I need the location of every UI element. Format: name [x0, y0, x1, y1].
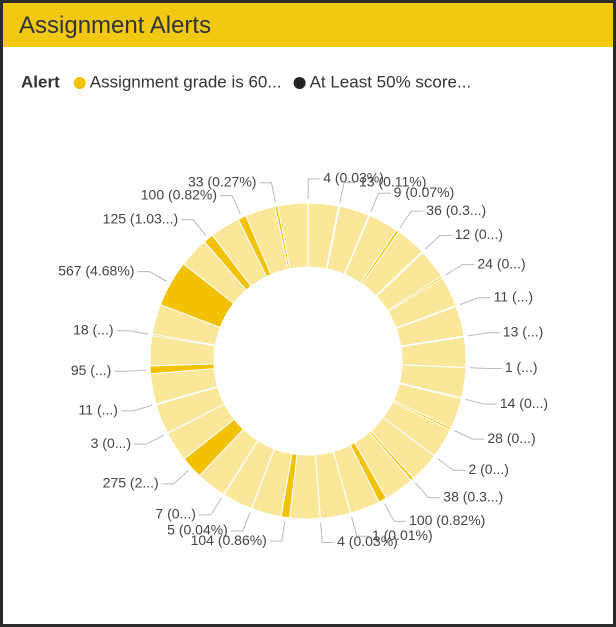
leader-line	[454, 430, 485, 440]
data-label: 95 (...)	[71, 362, 111, 378]
donut-slice	[277, 202, 309, 270]
leader-line	[269, 521, 286, 542]
data-label: 11 (...)	[79, 402, 118, 418]
data-label: 14 (0...)	[500, 395, 548, 411]
legend-title: Alert	[21, 72, 60, 91]
leader-line	[339, 182, 356, 203]
data-label: 13 (...)	[503, 323, 543, 339]
leader-line	[134, 434, 165, 445]
data-label: 7 (0...)	[155, 506, 195, 522]
data-label: 13 (0.11%)	[359, 173, 426, 189]
data-label: 1 (0.01%)	[372, 527, 433, 543]
data-label: 12 (0...)	[455, 226, 503, 242]
leader-line	[220, 195, 241, 214]
data-label: 567 (4.68%)	[58, 262, 134, 278]
legend-entry: Assignment grade is 60...	[90, 72, 282, 91]
legend-swatch	[73, 77, 86, 89]
data-label: 33 (0.27%)	[188, 173, 256, 189]
leader-line	[384, 503, 407, 522]
leader-line	[320, 522, 335, 543]
leader-line	[424, 234, 452, 250]
data-label: 100 (0.82%)	[409, 512, 485, 528]
data-label: 36 (0.3...)	[426, 202, 486, 218]
data-label: 100 (0.82%)	[141, 186, 217, 202]
legend-entry: At Least 50% score...	[310, 72, 472, 91]
data-label: 24 (0...)	[477, 255, 525, 271]
data-label: 5 (0.04%)	[167, 522, 228, 538]
leader-line	[399, 210, 424, 228]
leader-line	[259, 182, 276, 203]
leader-line	[114, 369, 147, 372]
data-label: 11 (...)	[494, 288, 533, 304]
legend-swatch	[293, 77, 306, 89]
leader-line	[351, 516, 369, 537]
data-label: 4 (0.03%)	[323, 170, 384, 186]
data-label: 4 (0.03%)	[337, 533, 398, 549]
leader-line	[467, 332, 500, 337]
leader-line	[161, 469, 189, 485]
leader-line	[437, 457, 466, 471]
leader-line	[445, 264, 475, 276]
data-label: 1 (...)	[505, 359, 538, 375]
leader-line	[370, 192, 391, 212]
data-label: 18 (...)	[73, 321, 113, 337]
data-label: 3 (0...)	[91, 435, 131, 451]
leader-line	[307, 178, 321, 200]
leader-line	[230, 512, 251, 532]
data-label: 104 (0.86%)	[191, 532, 267, 548]
leader-line	[181, 219, 207, 236]
data-label: 28 (0...)	[487, 430, 535, 446]
data-label: 125 (1.03...)	[103, 211, 179, 227]
data-label: 38 (0.3...)	[443, 488, 503, 504]
data-label: 2 (0...)	[468, 461, 508, 477]
chart: Alert Assignment grade is 60... At Least 5…	[21, 72, 548, 549]
leader-line	[469, 367, 502, 370]
leader-line	[414, 482, 441, 499]
leader-line	[120, 404, 153, 412]
leader-line	[198, 497, 222, 516]
visual-title: Assignment Alerts	[19, 12, 212, 39]
leader-line	[116, 330, 149, 335]
title-bar: Assignment Alerts	[3, 3, 613, 47]
leader-line	[459, 297, 491, 306]
data-label: 275 (2...)	[103, 475, 159, 491]
leader-line	[137, 271, 168, 282]
leader-line	[465, 398, 497, 405]
data-label: 9 (0.07%)	[394, 184, 455, 200]
